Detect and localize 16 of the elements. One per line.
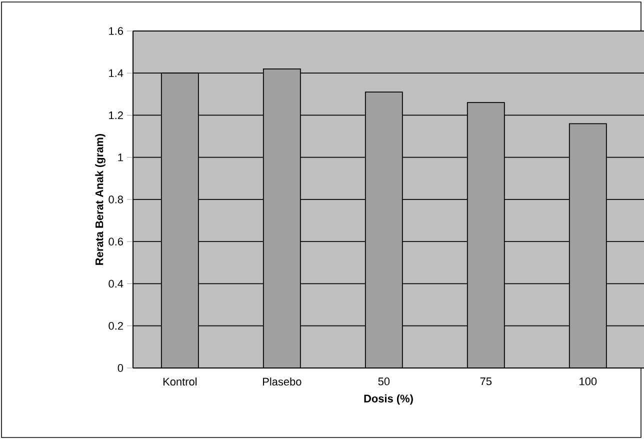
x-tick-label: 75 (480, 378, 492, 386)
y-tick-label: 0.2 (108, 322, 123, 330)
y-tick-label: 1 (118, 154, 123, 162)
x-tick-label: 100 (580, 378, 597, 386)
x-axis-title: Dosis (%) (364, 394, 413, 405)
y-tick-label: 1.2 (109, 111, 123, 120)
y-tick-label: 0.4 (108, 280, 124, 288)
y-tick-label: 0.6 (108, 238, 124, 246)
y-axis-title: Rerata Berat Anak (gram) (95, 134, 106, 265)
y-tick-label: 0.8 (108, 196, 124, 204)
y-tick-label: 1.4 (109, 69, 124, 77)
x-tick-label: Plasebo (263, 378, 302, 386)
y-tick-label: 1.6 (109, 27, 124, 35)
y-tick-label: 0 (118, 364, 124, 372)
x-tick-label: 50 (378, 378, 390, 386)
x-tick-label: Kontrol (163, 378, 197, 386)
